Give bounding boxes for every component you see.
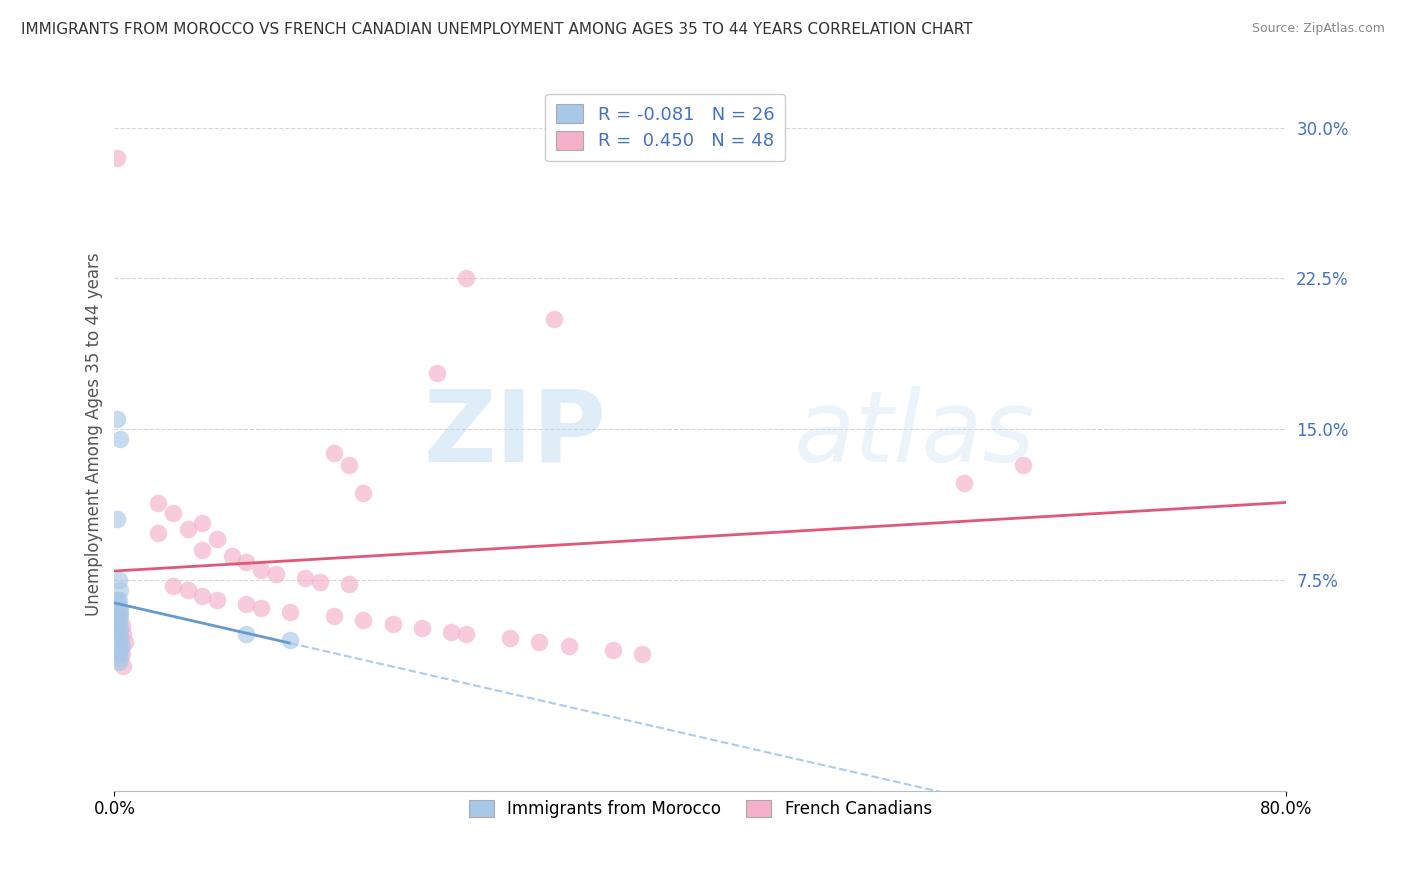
Point (107, 647, 129, 661)
Y-axis label: Unemployment Among Ages 35 to 44 years: Unemployment Among Ages 35 to 44 years (86, 252, 103, 615)
Point (110, 623, 132, 637)
Point (110, 643, 132, 657)
Text: ZIP: ZIP (423, 385, 606, 483)
Point (162, 579, 184, 593)
Point (235, 627, 257, 641)
Point (411, 621, 433, 635)
Point (454, 627, 477, 641)
Point (353, 613, 375, 627)
Point (191, 589, 214, 603)
Point (107, 607, 129, 621)
Point (112, 627, 135, 641)
Point (323, 446, 346, 460)
Point (250, 600, 273, 615)
Point (323, 608, 346, 623)
Point (148, 526, 170, 541)
Point (221, 549, 243, 563)
Point (264, 566, 287, 581)
Point (110, 607, 132, 621)
Point (454, 271, 477, 285)
Point (110, 631, 132, 645)
Point (278, 605, 301, 619)
Point (107, 635, 129, 649)
Point (557, 639, 579, 653)
Text: atlas: atlas (794, 385, 1036, 483)
Point (529, 635, 551, 649)
Point (107, 619, 129, 633)
Point (110, 613, 132, 627)
Point (337, 576, 360, 591)
Point (440, 624, 463, 639)
Point (112, 659, 135, 673)
Point (105, 613, 128, 627)
Point (205, 533, 228, 547)
Point (294, 571, 316, 585)
Point (111, 619, 134, 633)
Point (105, 623, 128, 637)
Point (499, 631, 522, 645)
Point (111, 639, 134, 653)
Point (107, 592, 129, 607)
Text: IMMIGRANTS FROM MOROCCO VS FRENCH CANADIAN UNEMPLOYMENT AMONG AGES 35 TO 44 YEAR: IMMIGRANTS FROM MOROCCO VS FRENCH CANADI… (21, 22, 973, 37)
Point (110, 651, 132, 665)
Point (630, 647, 652, 661)
Point (110, 582, 132, 597)
Point (107, 573, 129, 587)
Point (191, 516, 214, 531)
Point (543, 311, 565, 326)
Point (250, 563, 273, 577)
Point (278, 632, 301, 647)
Point (426, 366, 449, 380)
Point (110, 432, 132, 446)
Point (114, 635, 136, 649)
Point (107, 627, 129, 641)
Point (107, 613, 129, 627)
Point (105, 151, 128, 165)
Point (1011, 458, 1033, 472)
Point (162, 507, 184, 521)
Point (110, 603, 132, 617)
Point (105, 592, 128, 607)
Point (176, 582, 198, 597)
Point (308, 574, 330, 589)
Point (176, 523, 198, 537)
Point (205, 592, 228, 607)
Point (105, 412, 128, 426)
Point (337, 458, 360, 472)
Point (148, 496, 170, 510)
Point (107, 655, 129, 669)
Point (353, 486, 375, 500)
Point (111, 647, 134, 661)
Point (105, 512, 128, 526)
Legend: Immigrants from Morocco, French Canadians: Immigrants from Morocco, French Canadian… (463, 794, 938, 825)
Point (953, 476, 976, 491)
Point (107, 599, 129, 613)
Point (191, 542, 214, 557)
Point (235, 555, 257, 569)
Text: Source: ZipAtlas.com: Source: ZipAtlas.com (1251, 22, 1385, 36)
Point (381, 616, 404, 631)
Point (235, 597, 257, 611)
Point (107, 607, 129, 621)
Point (602, 643, 624, 657)
